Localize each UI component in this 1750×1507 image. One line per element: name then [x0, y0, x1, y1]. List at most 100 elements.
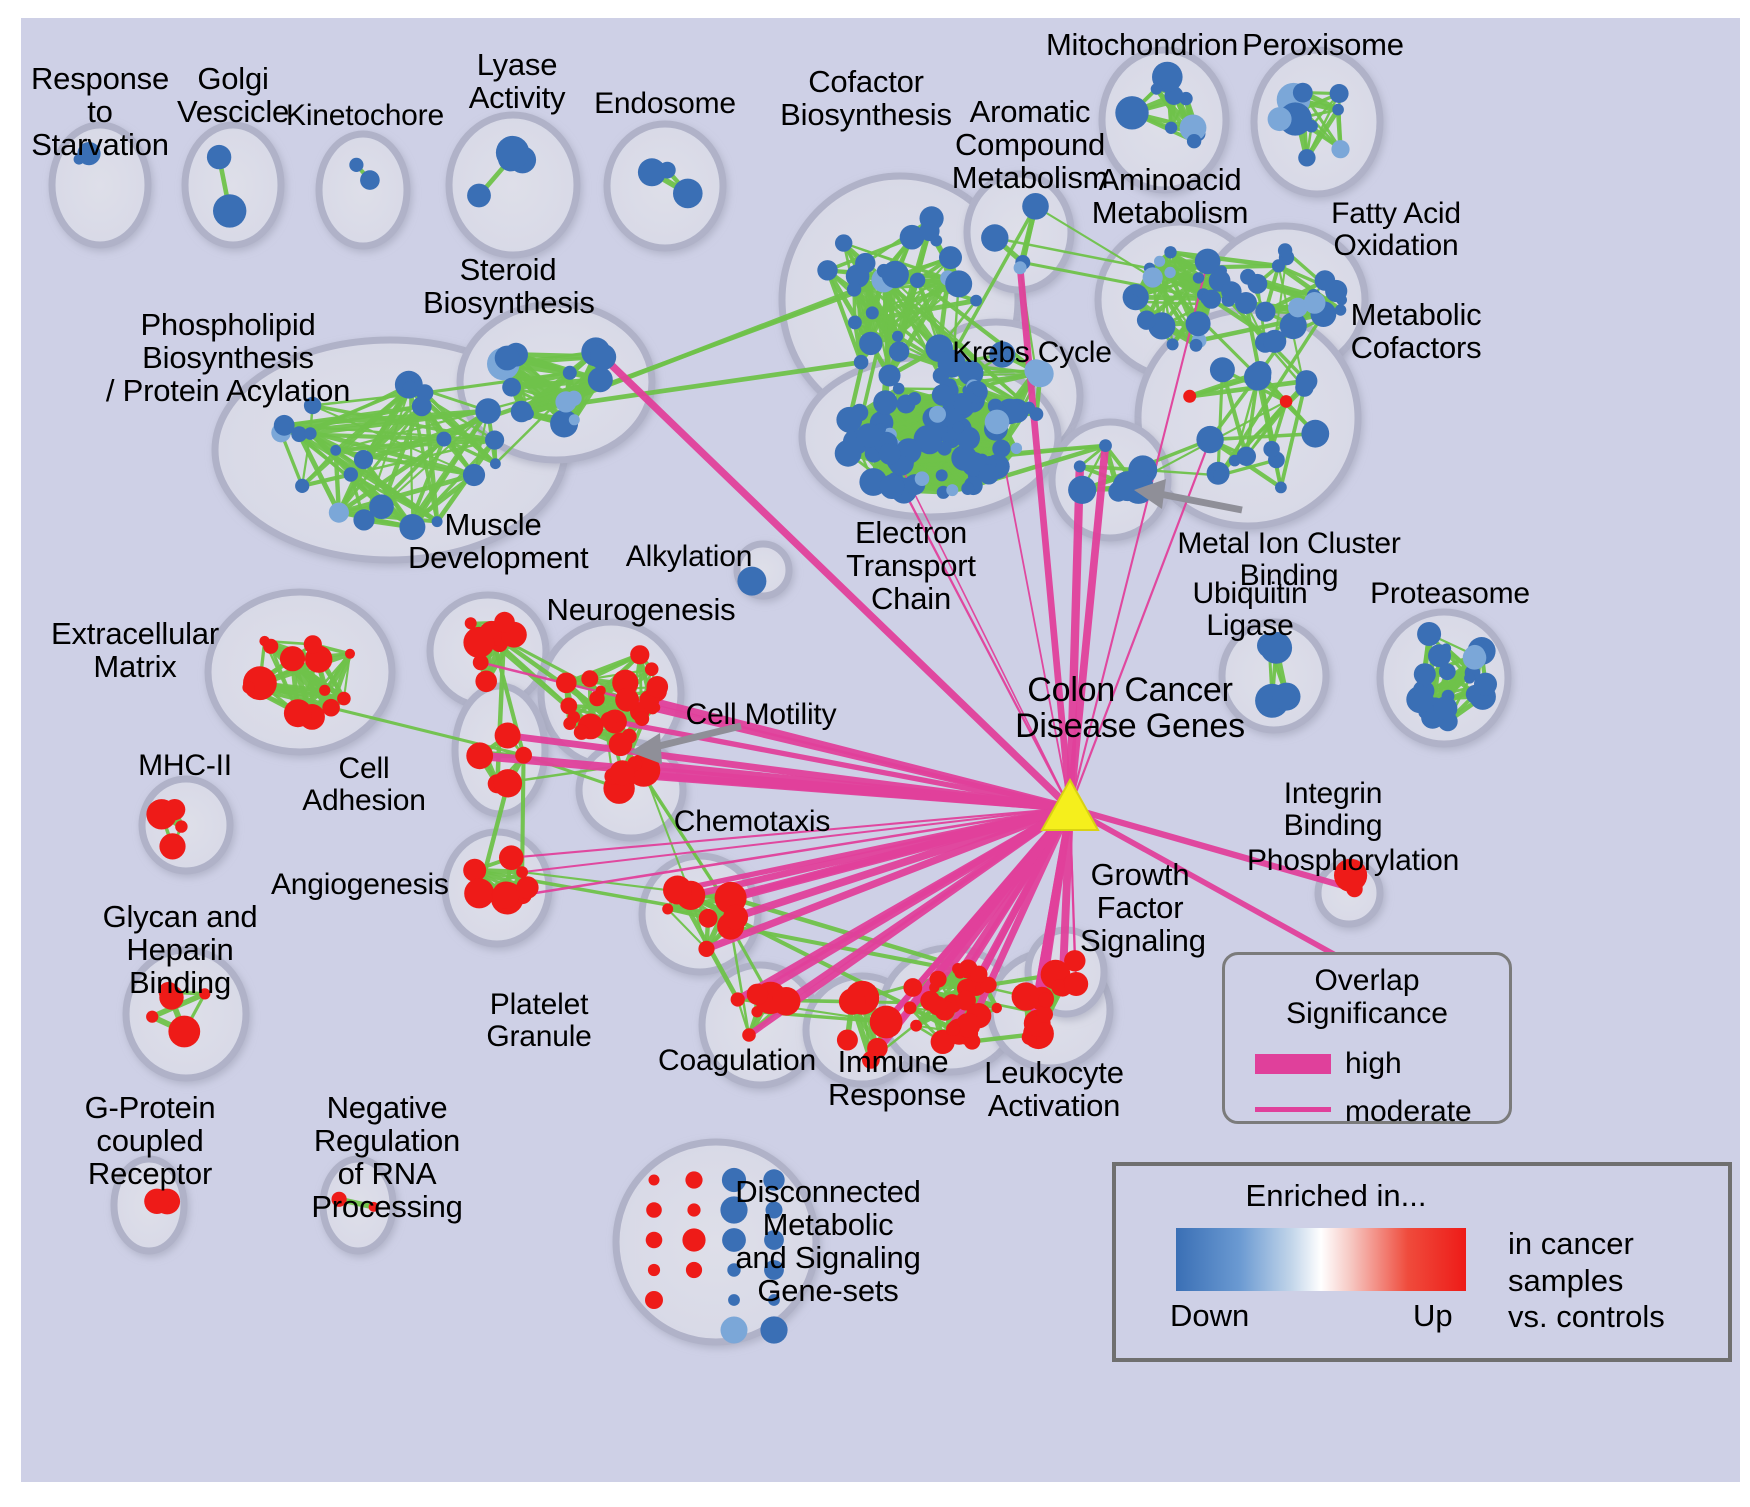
edge-within-extracellular-matrix: [323, 652, 352, 692]
gene-set-node: [737, 566, 767, 596]
gene-set-node: [1277, 243, 1293, 258]
gene-set-node: [1334, 858, 1368, 892]
gene-set-node: [978, 464, 1000, 485]
edge-between-clusters: [1022, 260, 1212, 301]
gene-set-node: [939, 246, 962, 270]
gene-set-node: [1022, 193, 1049, 220]
gene-set-node: [1186, 134, 1202, 149]
gene-set-node: [515, 746, 532, 764]
gene-set-node: [663, 875, 692, 905]
gene-set-node: [164, 799, 186, 821]
gene-set-node: [878, 364, 901, 387]
gene-set-node: [698, 908, 718, 928]
enrichment-legend-title: Enriched in...: [1245, 1178, 1427, 1213]
gene-set-node: [1026, 360, 1054, 388]
gene-set-node: [490, 458, 501, 470]
gene-set-node: [1179, 114, 1207, 142]
overlap-edge-electron-transport-chain: [902, 489, 1072, 810]
gene-set-node: [817, 260, 838, 281]
gene-set-node: [1099, 439, 1112, 452]
edge-within-phospholipid-biosynthesis: [411, 438, 496, 529]
gene-set-node: [587, 367, 613, 393]
edge-within-phospholipid-biosynthesis: [338, 472, 475, 515]
gene-set-node: [662, 903, 674, 915]
gene-set-node: [991, 1002, 1002, 1014]
gene-set-node: [494, 722, 521, 749]
gene-set-node: [765, 1201, 783, 1219]
gene-set-node: [463, 858, 487, 882]
gene-set-node: [953, 396, 973, 415]
edge-within-phospholipid-biosynthesis: [308, 431, 415, 529]
colon-cancer-hub-triangle[interactable]: [1040, 777, 1100, 831]
edge-within-aminoacid-metabolism: [1145, 276, 1201, 323]
gene-set-node: [1164, 246, 1177, 259]
gene-set-node: [573, 724, 590, 740]
hub-node-layer[interactable]: [1040, 777, 1100, 831]
edge-between-clusters: [939, 205, 1038, 377]
arrow-cell-motility-icon: [630, 722, 742, 764]
gene-set-node: [834, 439, 862, 467]
overlap-edge-angiogenesis: [521, 807, 1071, 874]
gene-set-node: [159, 833, 186, 860]
gene-set-node: [295, 478, 310, 493]
cluster-hull-disconnected-gene-sets: [612, 1138, 820, 1346]
gene-set-node: [462, 463, 486, 487]
gene-set-node: [682, 1228, 706, 1252]
gene-set-node: [1064, 972, 1089, 996]
gene-set-node: [466, 742, 494, 770]
overlap-high-swatch: [1255, 1054, 1331, 1074]
gene-set-node: [1136, 310, 1157, 330]
edge-between-clusters: [729, 926, 751, 1036]
gene-set-node: [1295, 378, 1314, 397]
gene-set-node: [763, 1169, 785, 1191]
edge-within-phospholipid-biosynthesis: [309, 383, 410, 435]
gene-set-node: [493, 769, 523, 798]
overlap-edge-cell-adhesion: [504, 732, 1074, 812]
gene-set-node: [1462, 646, 1487, 670]
overlap-edge-integrin-binding: [1066, 804, 1358, 893]
edge-within-metabolic-cofactors: [1279, 387, 1307, 488]
overlap-significance-legend: Overlap Significance high moderate: [1222, 952, 1512, 1128]
gene-set-node: [463, 626, 495, 658]
gene-set-node: [494, 611, 515, 633]
gene-set-node: [855, 252, 876, 274]
gene-set-nodes: [73, 61, 1497, 1344]
gene-set-node: [955, 990, 976, 1011]
edge-between-clusters: [494, 356, 605, 465]
edge-within-phospholipid-biosynthesis: [380, 410, 489, 508]
gene-set-node: [322, 698, 340, 717]
gene-set-node: [1022, 401, 1035, 414]
gene-set-node: [914, 471, 930, 487]
gene-set-node: [727, 1263, 741, 1277]
gene-set-node: [1417, 622, 1442, 646]
gene-set-node: [1194, 248, 1221, 275]
gene-set-node: [1272, 682, 1301, 711]
gene-set-node: [589, 690, 605, 707]
gene-set-node: [609, 760, 635, 786]
gene-set-node: [634, 711, 650, 726]
gene-set-node: [645, 1231, 663, 1249]
gene-set-node: [1255, 301, 1276, 322]
gene-set-node: [516, 866, 528, 878]
gene-set-node: [1303, 292, 1326, 314]
gene-set-node: [411, 396, 432, 417]
gene-set-node: [888, 341, 910, 362]
gene-set-node: [175, 820, 188, 833]
gene-set-node: [77, 142, 101, 166]
gene-set-node: [263, 638, 279, 654]
gene-set-node: [1166, 338, 1179, 351]
gene-set-node: [1068, 475, 1097, 504]
gene-set-node: [892, 382, 905, 395]
gene-set-node: [368, 1201, 379, 1212]
gene-set-node: [464, 617, 477, 630]
edge-between-clusters: [330, 706, 524, 757]
gene-set-node: [555, 391, 577, 413]
overlap-edge-aromatic-compound-metabolism: [1016, 264, 1074, 812]
gene-set-node: [1209, 357, 1235, 383]
gene-set-node: [1201, 289, 1221, 309]
gene-set-node: [1292, 82, 1313, 103]
gene-set-node: [903, 978, 923, 997]
gene-set-node: [648, 1174, 660, 1186]
overlap-edge-platelet-granule: [745, 804, 1074, 1039]
overlap-high-label: high: [1345, 1047, 1402, 1080]
